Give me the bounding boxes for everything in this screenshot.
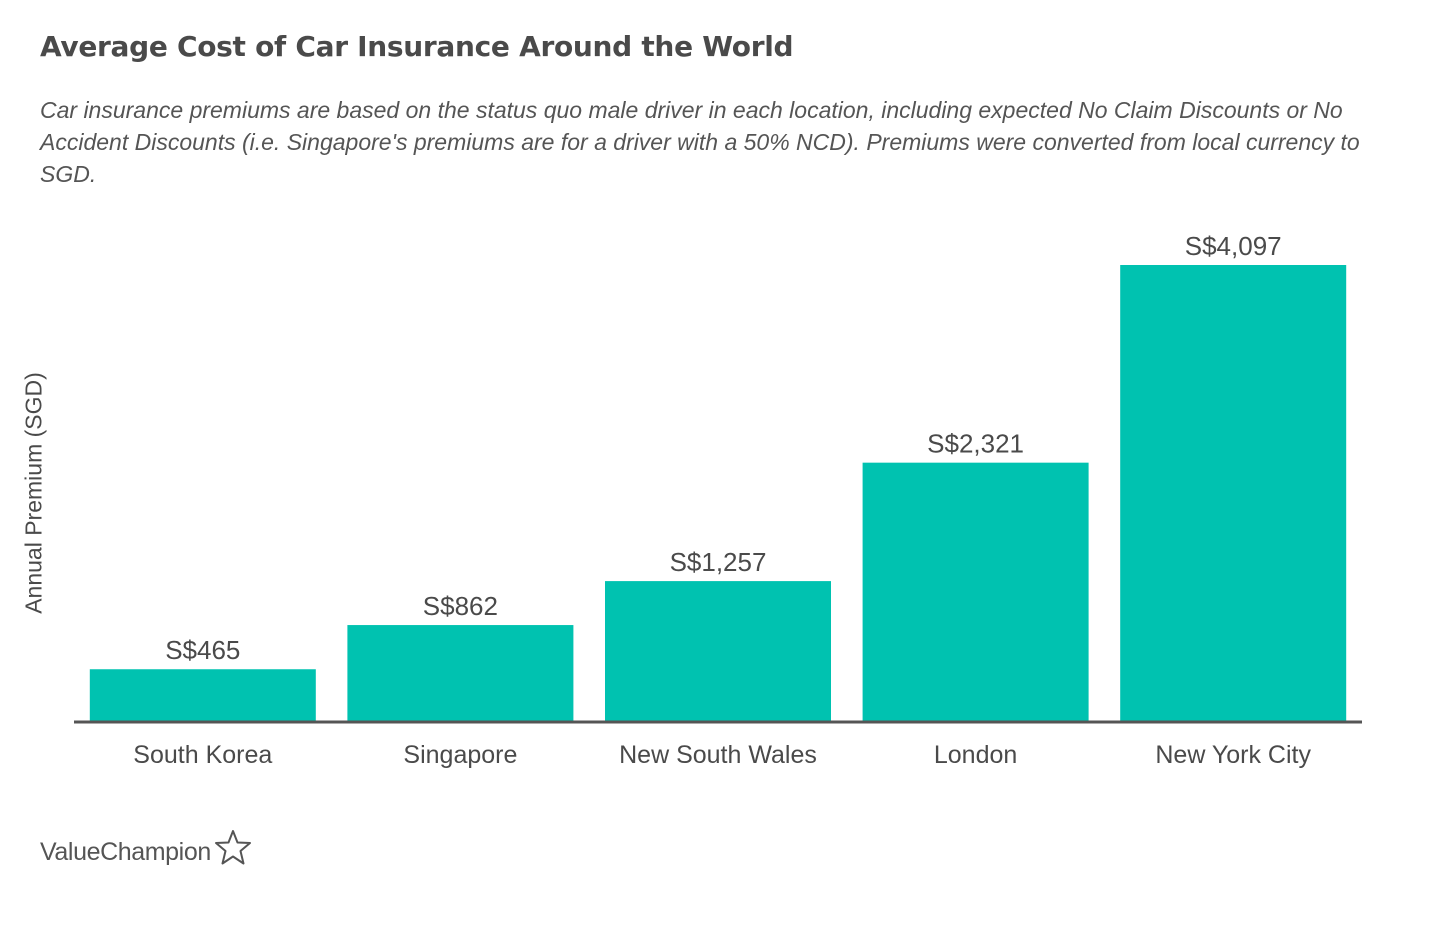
data-label: S$2,321 [927,429,1024,459]
data-label: S$465 [165,635,240,665]
chart-subtitle: Car insurance premiums are based on the … [40,97,1360,187]
x-tick-label: London [934,741,1017,769]
x-tick-label: New York City [1155,741,1311,769]
x-tick-label: Singapore [403,741,517,769]
data-label: S$4,097 [1185,231,1282,261]
bar-singapore [347,625,574,721]
brand-logo: ValueChampion [40,830,253,868]
brand-name: ValueChampion [40,837,211,866]
bar-new-south-wales [605,581,831,721]
chart-title: Average Cost of Car Insurance Around the… [40,30,794,63]
data-label: S$862 [423,591,498,621]
data-label: S$1,257 [670,547,767,577]
bar-london [862,462,1089,721]
star-outline-icon [214,830,251,865]
bar-south-korea [89,669,316,721]
bar-new-york-city [1120,265,1347,721]
x-tick-label: New South Wales [619,741,817,769]
x-tick-label: South Korea [133,741,272,769]
